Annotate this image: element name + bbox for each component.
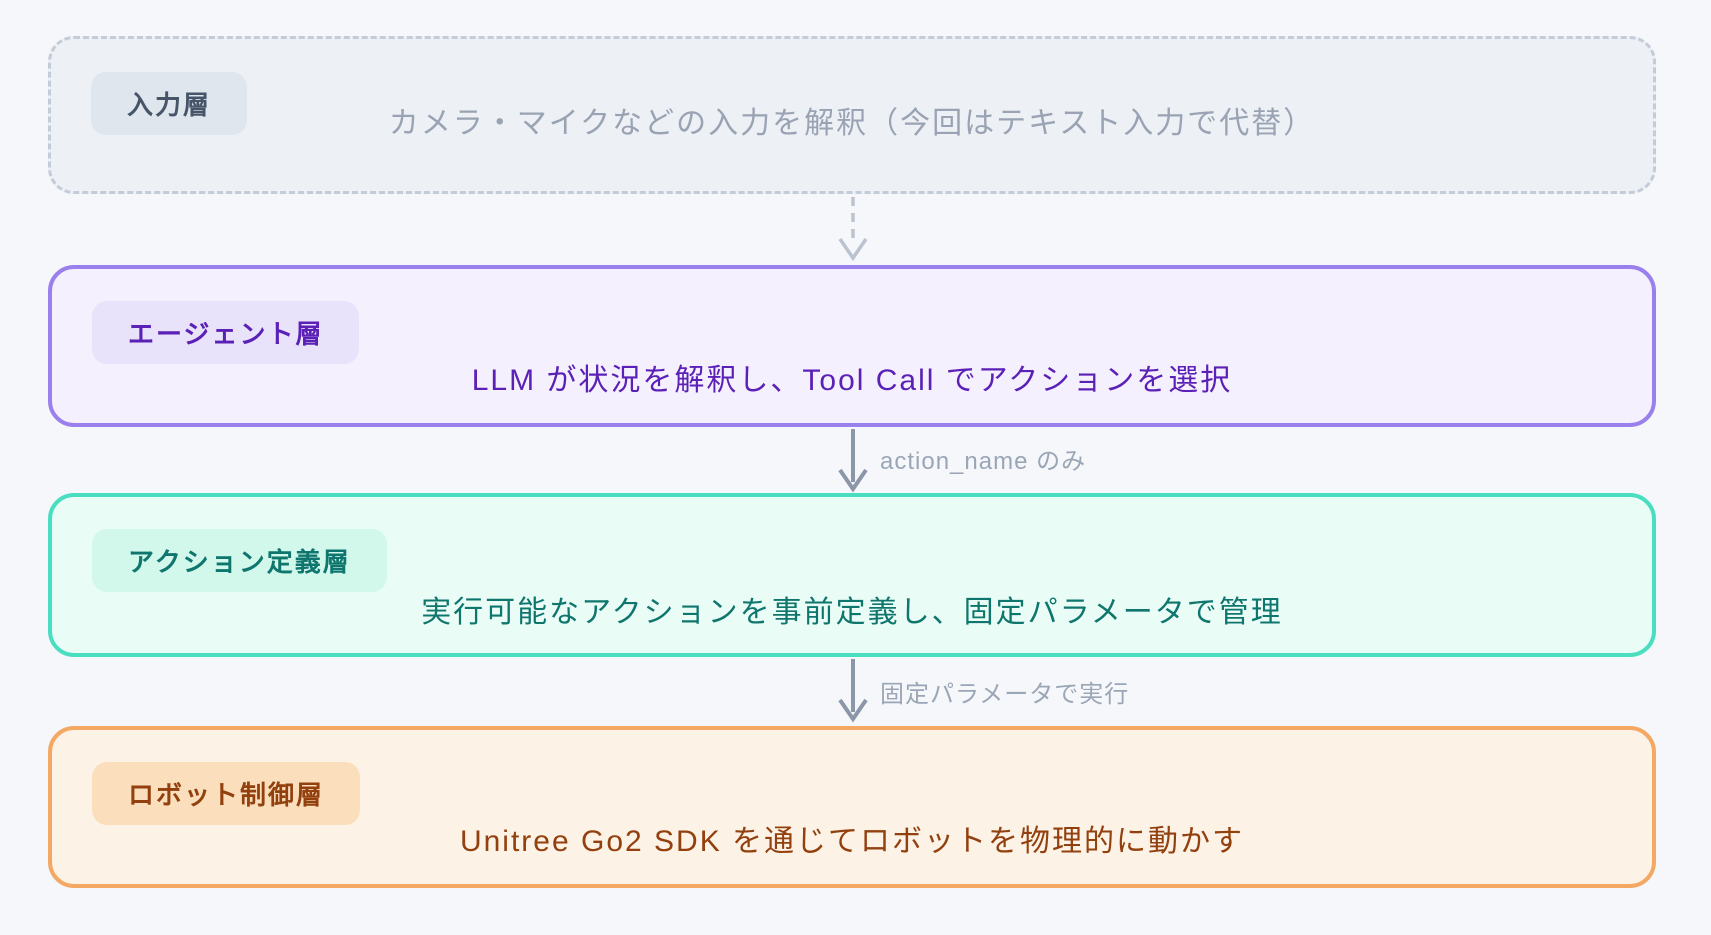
layer-input: 入力層 カメラ・マイクなどの入力を解釈（今回はテキスト入力で代替）	[48, 36, 1656, 194]
layer-robot-control-badge: ロボット制御層	[92, 762, 361, 825]
layer-input-description: カメラ・マイクなどの入力を解釈（今回はテキスト入力で代替）	[388, 107, 1316, 140]
layer-agent-description: LLM が状況を解釈し、Tool Call でアクションを選択	[471, 364, 1233, 397]
layer-action-definition: アクション定義層 実行可能なアクションを事前定義し、固定パラメータで管理	[48, 493, 1656, 657]
layer-action-definition-description: 実行可能なアクションを事前定義し、固定パラメータで管理	[421, 596, 1283, 629]
arrow-input-to-agent-icon	[838, 197, 868, 262]
layer-agent-badge: エージェント層	[92, 301, 360, 364]
arrow-agent-to-action-icon	[838, 429, 868, 493]
layer-robot-control: ロボット制御層 Unitree Go2 SDK を通じてロボットを物理的に動かす	[48, 726, 1656, 888]
layer-robot-control-description: Unitree Go2 SDK を通じてロボットを物理的に動かす	[459, 825, 1245, 858]
arrow-action-to-robot-icon	[838, 659, 868, 723]
arrow-action-to-robot-label: 固定パラメータで実行	[880, 681, 1130, 708]
arrow-agent-to-action-label: action_name のみ	[880, 448, 1087, 475]
layer-action-definition-badge: アクション定義層	[92, 529, 387, 592]
layer-input-badge: 入力層	[91, 72, 248, 135]
layer-agent: エージェント層 LLM が状況を解釈し、Tool Call でアクションを選択	[48, 265, 1656, 427]
